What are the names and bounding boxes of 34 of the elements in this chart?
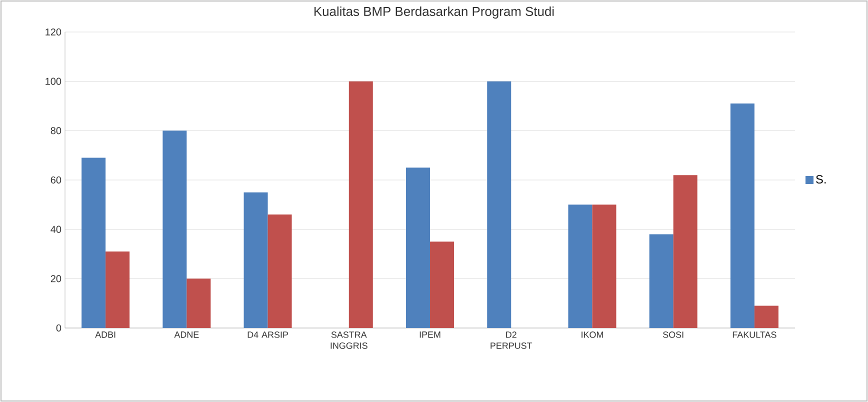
bar bbox=[82, 158, 106, 328]
x-tick-label: IKOM bbox=[582, 332, 603, 338]
bar bbox=[673, 175, 698, 328]
bar bbox=[162, 130, 187, 328]
x-tick-label: D4 ARSIP bbox=[248, 332, 288, 338]
bar bbox=[348, 81, 373, 328]
y-tick-label: 100 bbox=[46, 78, 62, 85]
y-tick-label: 0 bbox=[56, 324, 62, 332]
x-tick-label: ADNE bbox=[174, 332, 199, 338]
bar bbox=[568, 204, 592, 328]
y-tick-label: 20 bbox=[50, 275, 62, 282]
chart-title: Kualitas BMP Berdasarkan Program Studi bbox=[314, 6, 554, 19]
bar bbox=[186, 278, 211, 328]
y-tick-label: 60 bbox=[50, 176, 62, 184]
bar bbox=[244, 192, 268, 328]
bar bbox=[649, 234, 674, 328]
bar bbox=[106, 252, 130, 328]
x-tick-label: SASTRA INGGRIS bbox=[330, 332, 368, 349]
y-tick-label: 40 bbox=[50, 226, 62, 233]
bar bbox=[730, 104, 754, 328]
bar bbox=[268, 214, 292, 328]
x-tick-label: ADBI bbox=[95, 332, 116, 338]
bar bbox=[487, 81, 512, 328]
x-tick-label: SOSI bbox=[663, 332, 684, 338]
y-tick-label: 120 bbox=[46, 28, 62, 36]
x-tick-label: FAKULTAS bbox=[732, 332, 776, 338]
y-tick-label: 80 bbox=[50, 127, 62, 134]
legend-label: S. bbox=[816, 175, 826, 184]
bar bbox=[406, 168, 430, 328]
x-tick-label: D2 PERPUST bbox=[490, 332, 532, 349]
bar bbox=[592, 204, 616, 328]
bar bbox=[430, 242, 454, 328]
bar bbox=[754, 306, 778, 328]
x-tick-label: IPEM bbox=[420, 332, 440, 338]
